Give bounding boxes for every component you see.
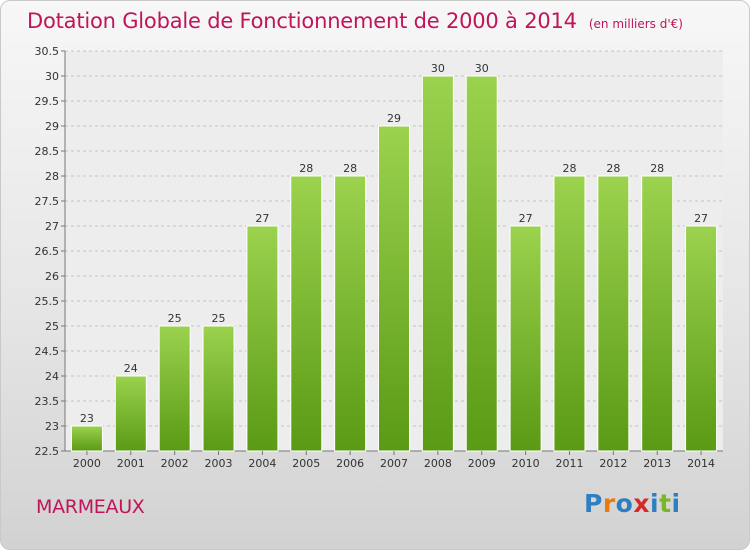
data-label: 27 (694, 212, 708, 225)
x-tick-label: 2008 (424, 457, 452, 470)
bar (685, 225, 718, 452)
x-tick-label: 2009 (468, 457, 496, 470)
bar (202, 325, 235, 452)
logo-letter: i (650, 489, 660, 518)
data-label: 28 (606, 162, 620, 175)
y-tick-label: 28 (45, 170, 59, 183)
bar (158, 325, 191, 452)
bar (334, 175, 367, 452)
bar (70, 425, 103, 452)
data-label: 25 (168, 312, 182, 325)
bar (421, 75, 454, 452)
y-tick-label: 29.5 (35, 95, 60, 108)
chart-title: Dotation Globale de Fonctionnement de 20… (27, 9, 683, 33)
y-tick-label: 22.5 (35, 445, 60, 458)
x-tick-label: 2012 (599, 457, 627, 470)
data-label: 28 (299, 162, 313, 175)
bar (553, 175, 586, 452)
x-tick-label: 2005 (292, 457, 320, 470)
bar (465, 75, 498, 452)
logo-letter: P (584, 489, 603, 518)
bar (509, 225, 542, 452)
y-tick-label: 28.5 (35, 145, 60, 158)
title-main: Dotation Globale de Fonctionnement de 20… (27, 9, 577, 33)
y-tick-label: 23.5 (35, 395, 60, 408)
x-tick-label: 2014 (687, 457, 715, 470)
x-tick-label: 2003 (205, 457, 233, 470)
commune-name: MARMEAUX (36, 496, 145, 518)
title-unit: (en milliers d'€) (588, 17, 683, 31)
bar (641, 175, 674, 452)
data-label: 28 (343, 162, 357, 175)
bar (114, 375, 147, 452)
x-tick-label: 2010 (512, 457, 540, 470)
bar (290, 175, 323, 452)
y-tick-label: 26.5 (35, 245, 60, 258)
data-label: 28 (562, 162, 576, 175)
logo-letter: x (633, 489, 650, 518)
y-tick-label: 24 (45, 370, 59, 383)
data-label: 27 (255, 212, 269, 225)
logo-letter: o (615, 489, 634, 518)
logo-letter: t (659, 489, 672, 518)
data-label: 27 (519, 212, 533, 225)
data-label: 23 (80, 412, 94, 425)
y-tick-label: 30.5 (35, 45, 60, 58)
x-tick-label: 2006 (336, 457, 364, 470)
bar (378, 125, 410, 452)
y-tick-label: 23 (45, 420, 59, 433)
data-label: 28 (650, 162, 664, 175)
y-tick-label: 25.5 (35, 295, 60, 308)
y-tick-label: 29 (45, 120, 59, 133)
x-tick-label: 2001 (117, 457, 145, 470)
data-label: 24 (124, 362, 138, 375)
logo-letter: i (671, 489, 681, 518)
bar (597, 175, 630, 452)
logo-letter: r (602, 489, 616, 518)
data-label: 25 (212, 312, 226, 325)
x-tick-label: 2011 (555, 457, 583, 470)
x-tick-label: 2002 (161, 457, 189, 470)
y-tick-label: 24.5 (35, 345, 60, 358)
x-tick-label: 2004 (248, 457, 276, 470)
proxiti-logo: Proxiti (584, 489, 681, 518)
x-tick-label: 2007 (380, 457, 408, 470)
data-label: 30 (475, 62, 489, 75)
bar (246, 225, 279, 452)
x-tick-label: 2013 (643, 457, 671, 470)
y-tick-label: 26 (45, 270, 59, 283)
y-tick-label: 27 (45, 220, 59, 233)
data-label: 30 (431, 62, 445, 75)
y-tick-label: 27.5 (35, 195, 60, 208)
y-tick-label: 25 (45, 320, 59, 333)
x-tick-label: 2000 (73, 457, 101, 470)
data-label: 29 (387, 112, 401, 125)
y-tick-label: 30 (45, 70, 59, 83)
